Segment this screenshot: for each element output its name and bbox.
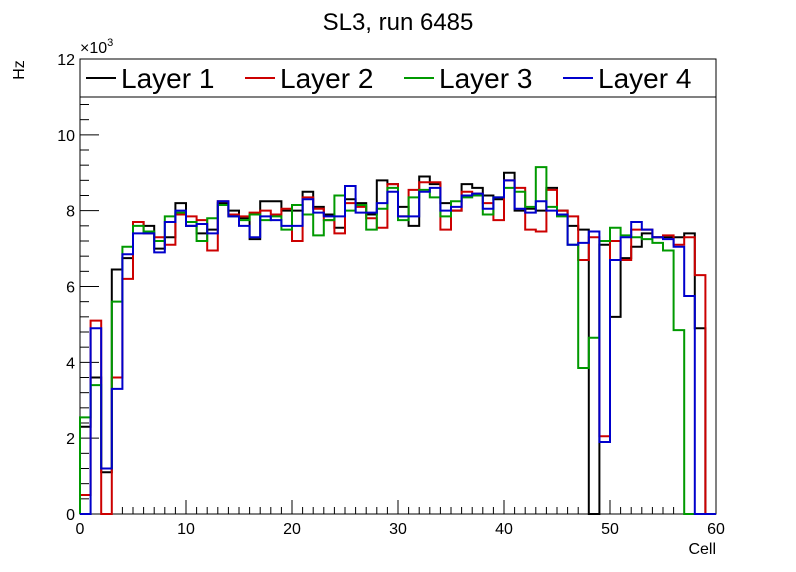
x-tick-label: 30 [389,521,407,538]
y-axis-exponent: ×103 [80,37,113,57]
y-tick-label: 2 [66,431,75,448]
x-axis-label: Cell [688,541,716,558]
legend-label: Layer 1 [121,63,214,94]
y-tick-label: 12 [57,52,75,69]
y-tick-label: 0 [66,507,75,524]
legend-label: Layer 2 [280,63,373,94]
legend-box [79,58,717,98]
legend-label: Layer 4 [598,63,691,94]
series-line-layer-2 [79,179,716,515]
y-tick-label: 6 [66,280,75,297]
legend: Layer 1 Layer 2 Layer 3 Layer 4 [79,58,717,98]
chart-title: SL3, run 6485 [323,9,474,36]
x-tick-label: 60 [707,521,725,538]
y-axis-label: Hz [11,60,28,80]
y-tick-label: 10 [57,128,75,145]
legend-label: Layer 3 [439,63,532,94]
series-line-layer-4 [80,179,716,515]
y-tick-label: 8 [66,204,75,221]
x-tick-label: 50 [601,521,619,538]
x-tick-label: 20 [283,521,301,538]
histogram-series [79,166,716,515]
x-tick-label: 40 [495,521,513,538]
y-tick-label: 4 [66,355,75,372]
x-tick-label: 10 [177,521,195,538]
x-tick-label: 0 [76,521,85,538]
axis-tick-labels: 0 10 20 30 40 50 60 0 2 4 6 8 10 12 [57,52,725,538]
